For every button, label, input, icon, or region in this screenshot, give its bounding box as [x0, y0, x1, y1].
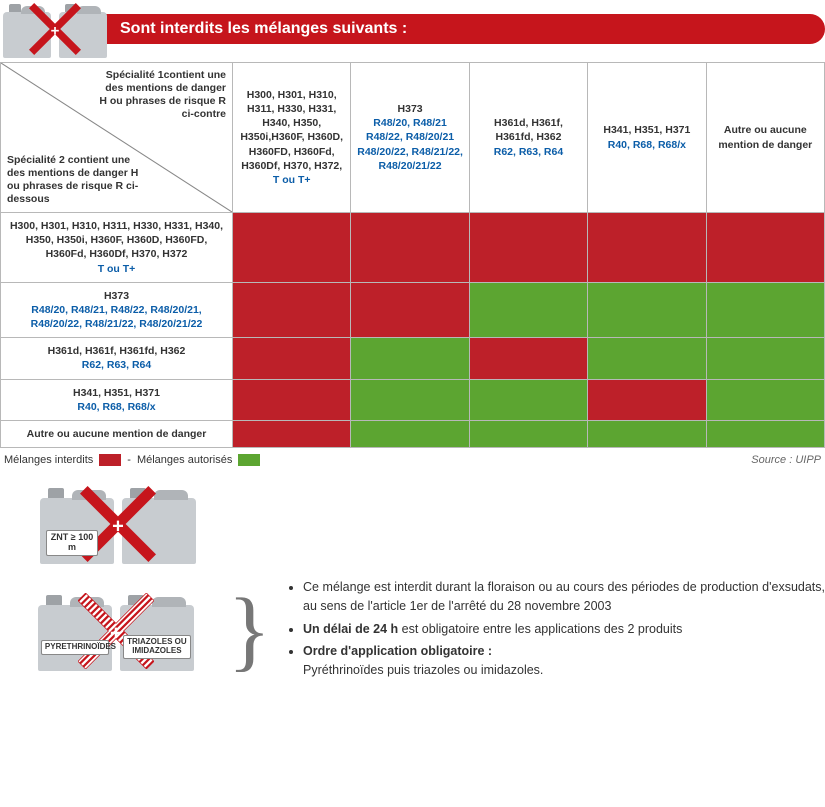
- cell-authorized: [706, 420, 824, 447]
- header-canisters: +: [0, 0, 110, 58]
- col-hazard-codes: H300, H301, H310, H311, H330, H331, H340…: [237, 88, 346, 173]
- header-bar: + Sont interdits les mélanges suivants :: [0, 0, 825, 58]
- cell-forbidden: [588, 213, 706, 283]
- column-header: H341, H351, H371R40, R68, R68/x: [588, 63, 706, 213]
- bullet-1: Ce mélange est interdit durant la florai…: [303, 578, 825, 616]
- row-header: H373R48/20, R48/21, R48/22, R48/20/21, R…: [1, 282, 233, 338]
- znt-block: ZNT ≥ 100 m +: [18, 484, 825, 564]
- bullets: Ce mélange est interdit durant la florai…: [285, 578, 825, 684]
- row-header: Autre ou aucune mention de danger: [1, 420, 233, 447]
- pyrethrinoides-block: PYRETHRINOÏDES TRIAZOLES OU IMIDAZOLES +…: [18, 578, 825, 684]
- cell-authorized: [469, 379, 587, 420]
- table-row: H361d, H361f, H361fd, H362R62, R63, R64: [1, 338, 825, 379]
- pyr-canisters: PYRETHRINOÏDES TRIAZOLES OU IMIDAZOLES +: [18, 591, 214, 671]
- col-risk-phrases: R48/20, R48/21 R48/22, R48/20/21 R48/20/…: [355, 116, 464, 173]
- col-hazard-codes: H361d, H361f, H361fd, H362: [474, 116, 583, 144]
- pyr-label: PYRETHRINOÏDES: [41, 640, 109, 655]
- cell-authorized: [706, 379, 824, 420]
- banner-title: Sont interdits les mélanges suivants :: [104, 14, 825, 44]
- column-header: H373R48/20, R48/21 R48/22, R48/20/21 R48…: [351, 63, 469, 213]
- legend-source: Source : UIPP: [751, 454, 821, 466]
- column-header: Autre ou aucune mention de danger: [706, 63, 824, 213]
- cell-forbidden: [233, 420, 351, 447]
- cell-authorized: [469, 420, 587, 447]
- col-hazard-codes: Autre ou aucune mention de danger: [711, 123, 820, 151]
- cell-authorized: [706, 282, 824, 338]
- row-header: H341, H351, H371R40, R68, R68/x: [1, 379, 233, 420]
- cell-forbidden: [233, 213, 351, 283]
- cell-authorized: [351, 420, 469, 447]
- legend-forbidden-label: Mélanges interdits: [4, 454, 93, 466]
- table-row: H341, H351, H371R40, R68, R68/x: [1, 379, 825, 420]
- plus-icon: +: [112, 516, 124, 539]
- diag-bottom-label: Spécialité 2 contient une des mentions d…: [7, 154, 146, 207]
- cell-forbidden: [469, 213, 587, 283]
- table-row: H373R48/20, R48/21, R48/22, R48/20/21, R…: [1, 282, 825, 338]
- row-header: H300, H301, H310, H311, H330, H331, H340…: [1, 213, 233, 283]
- col-risk-phrases: T ou T+: [237, 173, 346, 187]
- bullet-2: Un délai de 24 h est obligatoire entre l…: [303, 620, 825, 639]
- znt-label: ZNT ≥ 100 m: [46, 530, 98, 556]
- legend-swatch-red: [99, 454, 121, 466]
- znt-canisters: ZNT ≥ 100 m +: [18, 484, 218, 564]
- diag-top-label: Spécialité 1contient une des mentions de…: [97, 69, 226, 122]
- cell-forbidden: [706, 213, 824, 283]
- cell-authorized: [351, 338, 469, 379]
- col-hazard-codes: H373: [355, 102, 464, 116]
- cell-authorized: [588, 420, 706, 447]
- plus-icon: +: [51, 23, 60, 40]
- cell-forbidden: [351, 213, 469, 283]
- row-hazard-codes: H373: [5, 289, 228, 303]
- row-risk-phrases: R62, R63, R64: [5, 358, 228, 372]
- col-risk-phrases: R40, R68, R68/x: [592, 138, 701, 152]
- bullet-3: Ordre d'application obligatoire :Pyréthr…: [303, 642, 825, 680]
- column-header: H300, H301, H310, H311, H330, H331, H340…: [233, 63, 351, 213]
- cell-authorized: [706, 338, 824, 379]
- legend: Mélanges interdits - Mélanges autorisés …: [0, 448, 825, 476]
- cell-authorized: [588, 338, 706, 379]
- cell-forbidden: [351, 282, 469, 338]
- column-header: H361d, H361f, H361fd, H362R62, R63, R64: [469, 63, 587, 213]
- cell-authorized: [469, 282, 587, 338]
- row-hazard-codes: H361d, H361f, H361fd, H362: [5, 344, 228, 358]
- cell-authorized: [588, 282, 706, 338]
- row-risk-phrases: R40, R68, R68/x: [5, 400, 228, 414]
- cell-forbidden: [588, 379, 706, 420]
- cell-authorized: [351, 379, 469, 420]
- legend-authorized-label: Mélanges autorisés: [137, 454, 232, 466]
- cell-forbidden: [233, 338, 351, 379]
- row-hazard-codes: H341, H351, H371: [5, 386, 228, 400]
- col-hazard-codes: H341, H351, H371: [592, 123, 701, 137]
- brace-icon: }: [228, 595, 271, 667]
- table-row: H300, H301, H310, H311, H330, H331, H340…: [1, 213, 825, 283]
- cell-forbidden: [469, 338, 587, 379]
- col-risk-phrases: R62, R63, R64: [474, 145, 583, 159]
- legend-swatch-green: [238, 454, 260, 466]
- row-risk-phrases: T ou T+: [5, 262, 228, 276]
- row-hazard-codes: Autre ou aucune mention de danger: [5, 427, 228, 441]
- tri-label: TRIAZOLES OU IMIDAZOLES: [123, 635, 191, 659]
- table-row: Autre ou aucune mention de danger: [1, 420, 825, 447]
- row-hazard-codes: H300, H301, H310, H311, H330, H331, H340…: [5, 219, 228, 262]
- diagonal-header: Spécialité 1contient une des mentions de…: [1, 63, 233, 213]
- legend-dash: -: [127, 454, 131, 466]
- row-risk-phrases: R48/20, R48/21, R48/22, R48/20/21, R48/2…: [5, 303, 228, 331]
- cell-forbidden: [233, 379, 351, 420]
- row-header: H361d, H361f, H361fd, H362R62, R63, R64: [1, 338, 233, 379]
- mixing-matrix: Spécialité 1contient une des mentions de…: [0, 62, 825, 448]
- cell-forbidden: [233, 282, 351, 338]
